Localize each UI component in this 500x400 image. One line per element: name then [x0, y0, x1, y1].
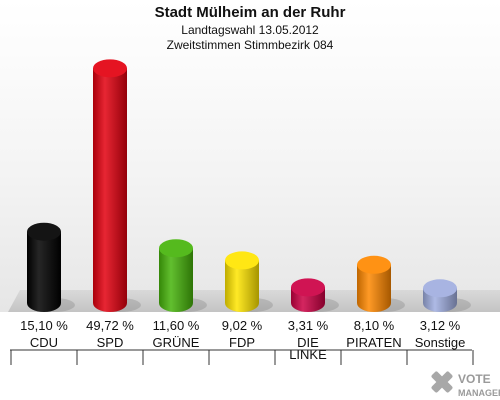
- chart-subtitle-1: Landtagswahl 13.05.2012: [181, 23, 319, 37]
- bar-top: [27, 222, 61, 241]
- bar-fdp: [225, 251, 273, 312]
- category-label-die-linke-2: LINKE: [289, 347, 327, 362]
- bar-top: [93, 59, 127, 78]
- bar-piraten: [357, 255, 405, 312]
- category-label-piraten: PIRATEN: [346, 335, 401, 350]
- bar-gr-ne: [159, 239, 207, 312]
- bar-top: [357, 255, 391, 274]
- bar-body: [225, 260, 259, 312]
- value-label-piraten: 8,10 %: [354, 318, 395, 333]
- bar-body: [159, 248, 193, 312]
- bar-body: [357, 264, 391, 312]
- category-label-fdp: FDP: [229, 335, 255, 350]
- value-label-spd: 49,72 %: [86, 318, 134, 333]
- logo-text-manager: MANAGER: [458, 388, 500, 398]
- category-label-spd: SPD: [97, 335, 124, 350]
- bar-top: [291, 278, 325, 297]
- value-label-die-linke: 3,31 %: [288, 318, 329, 333]
- bar-top: [159, 239, 193, 258]
- bar-spd: [93, 59, 141, 313]
- checkmark-icon: [431, 371, 453, 393]
- category-label-cdu: CDU: [30, 335, 58, 350]
- category-label-die-linke-1: DIE: [297, 335, 319, 350]
- bar-cdu: [27, 222, 75, 312]
- category-label-sonstige: Sonstige: [415, 335, 466, 350]
- category-label-gr-ne: GRÜNE: [153, 335, 200, 350]
- logo-text-vote: VOTE: [458, 372, 491, 386]
- bar-die-linke: [291, 278, 339, 312]
- x-axis-ticks: [10, 350, 474, 365]
- chart-subtitle-2: Zweitstimmen Stimmbezirk 084: [167, 38, 334, 52]
- bar-sonstige: [423, 279, 471, 312]
- bar-body: [93, 68, 127, 313]
- value-label-gr-ne: 11,60 %: [153, 318, 200, 333]
- chart-title: Stadt Mülheim an der Ruhr: [155, 4, 346, 21]
- vote-manager-logo: VOTE MANAGER: [431, 371, 500, 398]
- bars-layer: [27, 59, 471, 313]
- value-label-sonstige: 3,12 %: [420, 318, 461, 333]
- bar-body: [27, 231, 61, 312]
- value-label-fdp: 9,02 %: [222, 318, 263, 333]
- bar-top: [225, 251, 259, 270]
- value-label-cdu: 15,10 %: [20, 318, 68, 333]
- labels-layer: 15,10 % CDU 49,72 % SPD 11,60 % GRÜNE 9,02 % FD…: [20, 318, 465, 362]
- bar-top: [423, 279, 457, 298]
